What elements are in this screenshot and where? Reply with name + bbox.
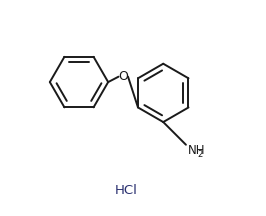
Text: 2: 2 [198, 149, 203, 159]
Text: HCl: HCl [115, 184, 138, 197]
Text: NH: NH [188, 144, 206, 157]
Text: O: O [118, 70, 128, 83]
